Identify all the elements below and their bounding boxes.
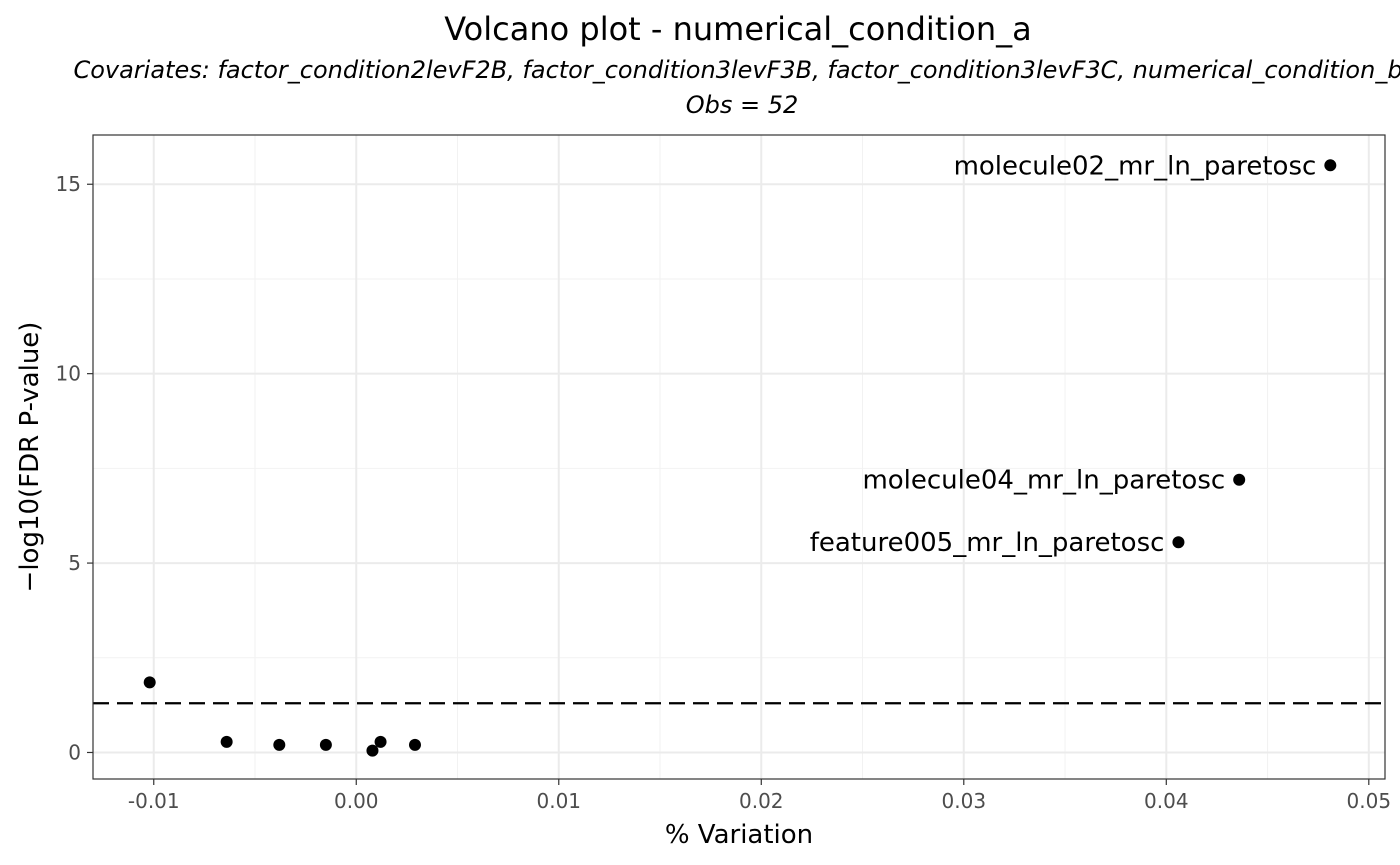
x-tick-label: -0.01 bbox=[128, 789, 180, 813]
data-point bbox=[1324, 159, 1337, 172]
data-point bbox=[366, 744, 379, 757]
x-tick-label: 0.01 bbox=[537, 789, 582, 813]
x-tick-label: 0.02 bbox=[739, 789, 784, 813]
x-axis-ticks: -0.01 0.00 0.01 0.02 0.03 0.04 0.05 bbox=[128, 779, 1391, 813]
y-tick-label: 0 bbox=[68, 740, 81, 764]
data-point bbox=[143, 676, 156, 689]
y-axis-ticks: 0 5 10 15 bbox=[56, 172, 93, 764]
x-tick-label: 0.05 bbox=[1347, 789, 1392, 813]
x-tick-label: 0.00 bbox=[334, 789, 379, 813]
data-point bbox=[1172, 536, 1185, 549]
y-tick-label: 10 bbox=[56, 362, 81, 386]
data-point bbox=[374, 735, 387, 748]
chart-title: Volcano plot - numerical_condition_a bbox=[444, 10, 1031, 48]
point-label: feature005_mr_ln_paretosc bbox=[810, 528, 1165, 558]
x-tick-label: 0.03 bbox=[942, 789, 987, 813]
y-axis-title: −log10(FDR P-value) bbox=[15, 322, 45, 593]
data-points bbox=[143, 159, 1337, 757]
point-label: molecule04_mr_ln_paretosc bbox=[862, 466, 1225, 496]
chart-subtitle: Covariates: factor_condition2levF2B, fac… bbox=[73, 56, 1400, 84]
grid-lines bbox=[93, 135, 1385, 779]
point-labels: molecule02_mr_ln_paretosc molecule04_mr_l… bbox=[810, 151, 1317, 558]
y-tick-label: 5 bbox=[68, 551, 81, 575]
data-point bbox=[408, 738, 421, 751]
x-tick-label: 0.04 bbox=[1144, 789, 1189, 813]
data-point bbox=[220, 735, 233, 748]
data-point bbox=[273, 738, 286, 751]
y-tick-label: 15 bbox=[56, 172, 81, 196]
chart-subtitle-obs: Obs = 52 bbox=[686, 91, 799, 119]
data-point bbox=[1233, 473, 1246, 486]
x-axis-title: % Variation bbox=[665, 820, 813, 850]
data-point bbox=[319, 738, 332, 751]
plot-panel-border bbox=[92, 134, 1386, 780]
point-label: molecule02_mr_ln_paretosc bbox=[954, 151, 1317, 181]
